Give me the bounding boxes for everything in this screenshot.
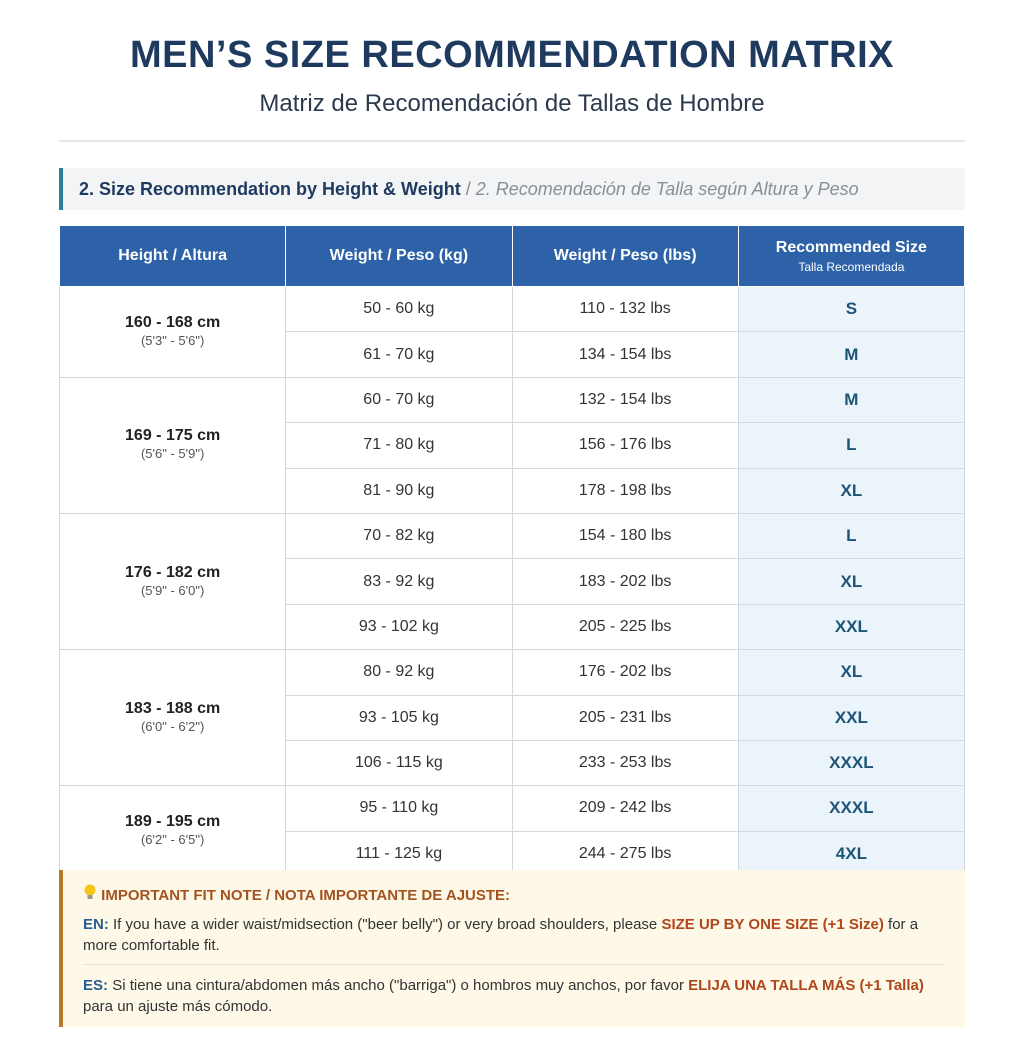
height-cm: 176 - 182 cm [125, 563, 221, 581]
section-header: 2. Size Recommendation by Height & Weigh… [59, 168, 965, 210]
column-header: Height / Altura [58, 225, 287, 287]
weight-lbs: 176 - 202 lbs [511, 649, 739, 696]
weight-lbs: 205 - 225 lbs [511, 603, 739, 651]
header-row: Height / Altura Weight / Peso (kg) Weight … [58, 225, 966, 287]
height-cell: 176 - 182 cm (5'9" - 6'0") [58, 512, 287, 651]
note-en: EN: If you have a wider waist/midsection… [83, 914, 945, 956]
table-row: 176 - 182 cm (5'9" - 6'0") 70 - 82 kg 154 -… [58, 512, 966, 651]
note-title: IMPORTANT FIT NOTE / NOTA IMPORTANTE DE … [101, 887, 511, 904]
size: M [737, 376, 966, 424]
header-sublabel: Talla Recomendada [798, 259, 905, 274]
weight-lbs: 156 - 176 lbs [511, 422, 739, 469]
weight-kg: 83 - 92 kg [285, 558, 513, 605]
weight-kg: 60 - 70 kg [285, 376, 513, 424]
height-cell: 160 - 168 cm (5'3" - 5'6") [58, 286, 287, 378]
weight-kg: 71 - 80 kg [285, 422, 513, 469]
header-label: Recommended Size [775, 238, 927, 256]
subtitle: Matriz de Recomendación de Tallas de Hom… [259, 90, 765, 117]
section-title-es: 2. Recomendación de Talla según Altura y… [475, 179, 859, 199]
section-divider: / [465, 179, 471, 199]
table-row: 71 - 80 kg 156 - 176 lbs L [60, 422, 966, 469]
table-head: Height / Altura Weight / Peso (kg) Weight … [58, 225, 966, 287]
weight-lbs: 110 - 132 lbs [511, 285, 739, 333]
height-cell: 169 - 175 cm (5'6" - 5'9") [58, 376, 287, 514]
size: L [737, 512, 966, 560]
weight-kg: 95 - 110 kg [285, 785, 513, 832]
size: M [737, 331, 966, 378]
note-label: EN: [83, 916, 109, 933]
note-es: ES: Si tiene una cintura/abdomen más anc… [83, 975, 945, 1017]
fit-note: IMPORTANT FIT NOTE / NOTA IMPORTANTE DE … [59, 870, 965, 1027]
table-body: 160 - 168 cm (5'3" - 5'6") 50 - 60 kg 110 -… [58, 285, 966, 878]
table-row: 189 - 195 cm (6'2" - 6'5") 95 - 110 kg 209 … [58, 785, 966, 878]
note-text: If you have a wider waist/midsection ("b… [113, 916, 658, 933]
size: XXL [737, 603, 966, 651]
size: XL [737, 467, 966, 514]
header-label: Weight / Peso (lbs) [553, 247, 697, 264]
weight-lbs: 154 - 180 lbs [511, 512, 739, 560]
size-table: Height / Altura Weight / Peso (kg) Weight … [58, 225, 966, 878]
weight-lbs: 233 - 253 lbs [511, 739, 739, 787]
weight-lbs: 209 - 242 lbs [511, 785, 739, 832]
weight-kg: 93 - 102 kg [285, 603, 513, 651]
column-header: Weight / Peso (kg) [285, 225, 513, 287]
weight-kg: 81 - 90 kg [285, 467, 513, 514]
bulb-icon [84, 884, 96, 899]
size: XL [737, 558, 966, 605]
header-label: Height / Altura [118, 247, 227, 264]
weight-kg: 111 - 125 kg [285, 830, 513, 878]
height-cell: 189 - 195 cm (6'2" - 6'5") [58, 785, 287, 878]
height-cm: 160 - 168 cm [125, 313, 221, 331]
note-heading: IMPORTANT FIT NOTE / NOTA IMPORTANTE DE … [83, 884, 945, 906]
note-tail: for a more comfortable fit. [83, 916, 919, 954]
table-row: 106 - 115 kg 233 - 253 lbs XXXL [60, 739, 966, 787]
height-cm: 169 - 175 cm [125, 427, 221, 445]
header-label: Weight / Peso (kg) [329, 247, 469, 264]
height-imperial: (5'3" - 5'6") [140, 332, 205, 348]
size: XXXL [737, 785, 966, 832]
table-row: 61 - 70 kg 134 - 154 lbs M [60, 331, 966, 378]
note-tail: para un ajuste más cómodo. [83, 998, 273, 1015]
table-row: 160 - 168 cm (5'3" - 5'6") 50 - 60 kg 110 -… [58, 285, 966, 378]
weight-kg: 50 - 60 kg [285, 285, 513, 333]
table-row: 83 - 92 kg 183 - 202 lbs XL [60, 558, 966, 605]
note-emphasis: ELIJA UNA TALLA MÁS (+1 Talla) [688, 977, 924, 994]
weight-kg: 61 - 70 kg [285, 331, 513, 378]
table-row: 183 - 188 cm (6'0" - 6'2") 80 - 92 kg 176 -… [58, 649, 966, 787]
height-imperial: (6'0" - 6'2") [140, 718, 205, 734]
table-row: 81 - 90 kg 178 - 198 lbs XL [60, 467, 966, 514]
height-cm: 183 - 188 cm [125, 699, 221, 717]
weight-lbs: 178 - 198 lbs [511, 467, 739, 514]
column-header: Recommended Size Talla Recomendada [737, 225, 966, 287]
note-text: Si tiene una cintura/abdomen más ancho (… [112, 977, 684, 994]
title: MEN’S SIZE RECOMMENDATION MATRIX [129, 34, 895, 76]
weight-lbs: 205 - 231 lbs [511, 694, 739, 741]
note-label: ES: [83, 977, 109, 994]
note-emphasis: SIZE UP BY ONE SIZE (+1 Size) [661, 916, 884, 933]
size: S [737, 285, 966, 333]
column-header: Weight / Peso (lbs) [511, 225, 739, 287]
weight-lbs: 183 - 202 lbs [511, 558, 739, 605]
size: XXL [737, 694, 966, 741]
size: XL [737, 649, 966, 696]
height-cm: 189 - 195 cm [125, 813, 221, 831]
size: XXXL [737, 739, 966, 787]
weight-kg: 93 - 105 kg [285, 694, 513, 741]
weight-kg: 70 - 82 kg [285, 512, 513, 560]
note-separator [83, 964, 945, 965]
height-imperial: (5'6" - 5'9") [140, 446, 205, 462]
height-imperial: (6'2" - 6'5") [140, 832, 205, 848]
divider [59, 140, 965, 142]
weight-lbs: 134 - 154 lbs [511, 331, 739, 378]
height-cell: 183 - 188 cm (6'0" - 6'2") [58, 649, 287, 787]
size: L [737, 422, 966, 469]
weight-kg: 80 - 92 kg [285, 649, 513, 696]
table-row: 169 - 175 cm (5'6" - 5'9") 60 - 70 kg 132 -… [58, 376, 966, 514]
section-title: 2. Size Recommendation by Height & Weigh… [79, 179, 461, 199]
height-imperial: (5'9" - 6'0") [140, 582, 205, 598]
weight-lbs: 132 - 154 lbs [511, 376, 739, 424]
weight-kg: 106 - 115 kg [285, 739, 513, 787]
